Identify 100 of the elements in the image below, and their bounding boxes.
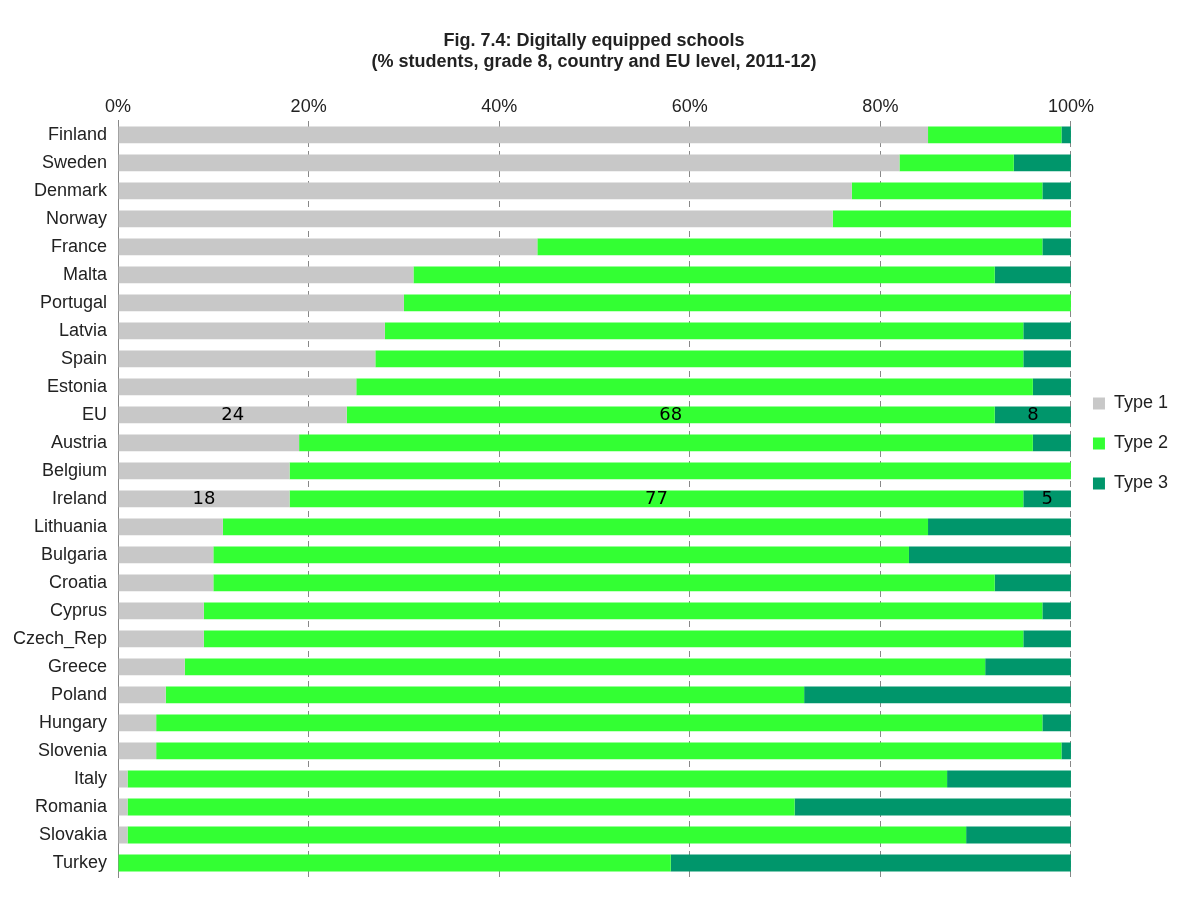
y-tick-label: Norway bbox=[46, 207, 108, 228]
bar bbox=[1042, 602, 1071, 620]
bar bbox=[184, 658, 986, 676]
y-tick-label: Lithuania bbox=[33, 515, 109, 536]
bar bbox=[118, 686, 166, 704]
data-label: 8 bbox=[1027, 402, 1039, 424]
data-label: 5 bbox=[1041, 486, 1053, 508]
bar bbox=[118, 826, 128, 844]
bar bbox=[928, 126, 1062, 144]
bar bbox=[203, 630, 1024, 648]
bar bbox=[222, 518, 929, 536]
y-tick-label: Cyprus bbox=[50, 599, 108, 620]
bar bbox=[994, 574, 1071, 592]
bar bbox=[966, 826, 1071, 844]
bar bbox=[118, 770, 128, 788]
bar bbox=[118, 406, 347, 424]
bar bbox=[118, 322, 385, 340]
y-tick-label: Greece bbox=[48, 655, 108, 676]
data-label: 18 bbox=[192, 486, 216, 508]
bar bbox=[118, 154, 900, 172]
y-tick-label: Estonia bbox=[47, 375, 109, 396]
bar bbox=[356, 378, 1033, 396]
y-tick-label: Austria bbox=[51, 431, 109, 452]
bar bbox=[127, 798, 795, 816]
bar bbox=[118, 462, 290, 480]
x-tick-label: 60% bbox=[671, 95, 708, 116]
y-tick-label: Portugal bbox=[40, 291, 108, 312]
y-tick-label: Ireland bbox=[52, 487, 108, 508]
bar bbox=[165, 686, 805, 704]
y-tick-label: Croatia bbox=[49, 571, 109, 592]
data-label: 77 bbox=[644, 486, 668, 508]
y-tick-label: Turkey bbox=[52, 851, 108, 872]
bar bbox=[947, 770, 1071, 788]
data-label: 24 bbox=[221, 402, 245, 424]
bar bbox=[1042, 182, 1071, 200]
bar bbox=[118, 714, 157, 732]
bar bbox=[804, 686, 1071, 704]
y-tick-label: Latvia bbox=[59, 319, 109, 340]
x-tick-label: 20% bbox=[290, 95, 327, 116]
bar bbox=[118, 854, 671, 872]
bar bbox=[127, 770, 948, 788]
x-tick-label: 40% bbox=[481, 95, 518, 116]
bar bbox=[1023, 350, 1071, 368]
bar bbox=[156, 714, 1043, 732]
bar bbox=[1023, 630, 1071, 648]
bar bbox=[994, 266, 1071, 284]
bar bbox=[118, 294, 404, 312]
bar bbox=[118, 490, 290, 508]
y-tick-label: Czech_Rep bbox=[12, 627, 108, 649]
bar bbox=[851, 182, 1043, 200]
bar bbox=[1023, 490, 1071, 508]
y-tick-label: Belgium bbox=[42, 459, 108, 480]
bar bbox=[118, 798, 128, 816]
bar bbox=[346, 406, 995, 424]
bar bbox=[118, 574, 214, 592]
bar bbox=[118, 742, 157, 760]
bar bbox=[289, 462, 1071, 480]
y-tick-label: Denmark bbox=[34, 179, 109, 200]
bar bbox=[375, 350, 1024, 368]
bar bbox=[118, 630, 204, 648]
bar bbox=[118, 546, 214, 564]
bar bbox=[118, 658, 185, 676]
bar bbox=[118, 182, 852, 200]
bar bbox=[118, 350, 376, 368]
bar bbox=[994, 406, 1071, 424]
y-tick-label: EU bbox=[82, 403, 108, 424]
data-label: 68 bbox=[659, 402, 683, 424]
y-tick-label: Italy bbox=[74, 767, 108, 788]
bar bbox=[899, 154, 1014, 172]
bar bbox=[289, 490, 1024, 508]
bar bbox=[908, 546, 1071, 564]
y-tick-label: Slovakia bbox=[39, 823, 109, 844]
bar bbox=[413, 266, 995, 284]
bar bbox=[1013, 154, 1071, 172]
legend-label: Type 2 bbox=[1113, 432, 1169, 453]
legend-label: Type 1 bbox=[1113, 392, 1169, 413]
bar bbox=[1032, 434, 1071, 452]
bar bbox=[832, 210, 1071, 228]
bar bbox=[118, 266, 414, 284]
bar bbox=[118, 238, 538, 256]
bar bbox=[118, 378, 357, 396]
bar bbox=[156, 742, 1062, 760]
y-tick-label: Sweden bbox=[41, 151, 108, 172]
bar bbox=[1032, 378, 1071, 396]
bar bbox=[118, 434, 300, 452]
bar bbox=[118, 210, 833, 228]
chart-title: Fig. 7.4: Digitally equipped schools bbox=[443, 29, 745, 50]
x-tick-label: 100% bbox=[1047, 95, 1094, 116]
x-tick-label: 80% bbox=[862, 95, 899, 116]
bar bbox=[118, 518, 223, 536]
y-tick-label: Malta bbox=[63, 263, 109, 284]
bar bbox=[1061, 742, 1071, 760]
y-tick-label: Slovenia bbox=[38, 739, 109, 760]
legend-label: Type 3 bbox=[1113, 472, 1169, 493]
bar bbox=[670, 854, 1071, 872]
x-tick-label: 0% bbox=[105, 95, 132, 116]
chart-subtitle: (% students, grade 8, country and EU level, 2011-12) bbox=[371, 51, 817, 72]
bar bbox=[127, 826, 967, 844]
bar bbox=[1061, 126, 1071, 144]
bar bbox=[928, 518, 1071, 536]
